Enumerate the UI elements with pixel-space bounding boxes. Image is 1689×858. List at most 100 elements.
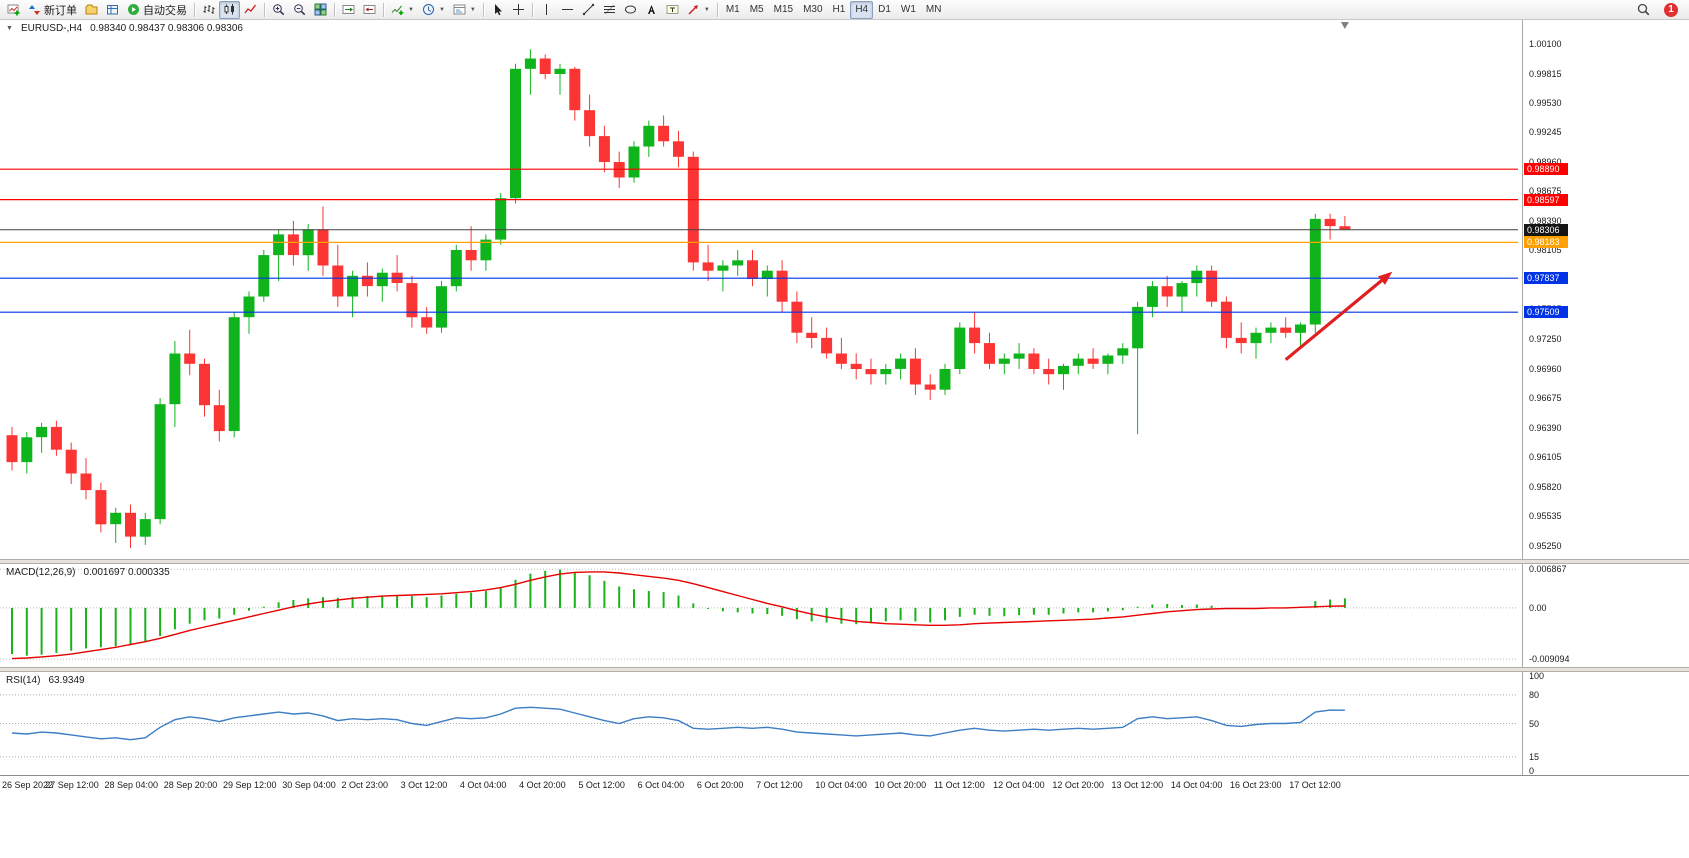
rsi-tick-label: 15 [1529,751,1540,762]
price-tick-label: 1.00100 [1529,39,1562,49]
price-tick-label: 0.96105 [1529,452,1562,463]
timeframe-m1-button[interactable]: M1 [725,4,740,15]
panel-splitter[interactable] [0,667,1689,672]
chevron-down-icon: ▼ [469,6,476,13]
price-chart-panel: 1.00100 0.99815 0.99530 0.99245 0.98960 0.986… [0,20,1689,559]
price-tick-label: 0.96960 [1529,363,1562,374]
time-tick-label: 10 Oct 04:00 [815,780,867,790]
line-chart-button[interactable] [240,1,261,19]
symbol-label: EURUSD-,H4 [20,23,83,34]
fibonacci-button[interactable] [599,1,620,19]
periods-button[interactable]: ▼ [418,1,449,19]
time-tick-label: 6 Oct 20:00 [696,780,744,790]
arrows-button[interactable]: ▼ [683,1,714,19]
rsi-label: RSI(14) [6,675,41,686]
data-window-icon [106,3,119,16]
time-tick-label: 12 Oct 20:00 [1052,780,1104,790]
price-level-badge: 0.98890 [1524,163,1568,176]
price-axis[interactable]: 1.00100 0.99815 0.99530 0.99245 0.98960 0.986… [1522,20,1617,559]
candle-chart-button[interactable] [219,0,240,19]
horizontal-line-icon [561,3,574,16]
time-tick-label: 12 Oct 04:00 [993,780,1045,790]
new-chart-button[interactable] [3,1,24,19]
time-tick-label: 6 Oct 04:00 [637,780,685,790]
time-tick-label: 29 Sep 12:00 [222,780,277,790]
time-tick-label: 16 Oct 23:00 [1230,780,1282,790]
zoom-in-button[interactable] [268,1,289,19]
timeframe-h4-button[interactable]: H4 [850,0,874,19]
shapes-icon [624,3,637,16]
price-tick-label: 0.99530 [1529,98,1562,108]
autotrading-button[interactable]: 自动交易 [123,1,191,19]
search-button[interactable] [1633,1,1654,19]
zoom-out-button[interactable] [289,1,310,19]
macd-canvas[interactable] [0,564,1518,672]
timeframe-h1-button[interactable]: H1 [832,4,846,15]
price-level-badge: 0.97837 [1524,272,1568,285]
price-tick-label: 0.99245 [1529,127,1562,138]
chevron-down-icon: ▼ [408,6,414,13]
indicators-button[interactable]: ▼ [387,1,418,19]
notification-badge[interactable]: 1 [1664,2,1678,17]
bar-chart-button[interactable] [198,1,219,19]
macd-values: 0.001697 0.000335 [83,567,170,578]
time-tick-label: 13 Oct 12:00 [1111,780,1164,790]
toolbar-separator [383,2,384,17]
toolbar-separator [482,2,484,17]
chart-shift-button[interactable] [359,1,380,19]
text-label-icon [666,3,679,16]
macd-tick-label: -0.009094 [1529,654,1570,665]
time-tick-label: 30 Sep 04:00 [282,780,336,790]
time-tick-label: 2 Oct 23:00 [341,780,388,790]
price-chart-canvas[interactable] [0,20,1518,564]
time-axis[interactable]: 26 Sep 2022 27 Sep 12:00 28 Sep 04:00 28 Se… [0,775,1689,797]
time-tick-label: 28 Sep 04:00 [104,780,159,790]
zoom-in-icon [272,3,285,16]
data-window-button[interactable] [102,1,123,19]
tile-windows-button[interactable] [310,1,331,19]
templates-icon [453,3,466,16]
price-tick-label: 0.98675 [1529,186,1562,197]
rsi-value: 63.9349 [48,675,85,686]
shapes-button[interactable] [620,1,641,19]
time-tick-label: 11 Oct 12:00 [933,780,985,790]
timeframe-m30-button[interactable]: M30 [803,4,823,15]
macd-axis[interactable]: 0.006867 0.00 -0.009094 [1522,564,1617,667]
new-order-button-label: 新订单 [44,4,77,17]
rsi-axis[interactable]: 100 80 50 15 0 [1522,670,1617,776]
tile-icon [314,3,327,16]
crosshair-button[interactable] [508,1,529,19]
one-click-trading-toggle[interactable]: ▼ [6,25,13,32]
bars-icon [202,3,215,16]
templates-button[interactable]: ▼ [449,1,480,19]
auto-scroll-button[interactable] [338,1,359,19]
rsi-canvas[interactable] [0,672,1518,780]
timeframe-d1-button[interactable]: D1 [878,4,891,15]
timeframe-mn-button[interactable]: MN [925,4,942,15]
cursor-button[interactable] [487,1,508,19]
profiles-button[interactable] [81,1,102,19]
vertical-line-button[interactable] [536,1,557,19]
price-tick-label: 0.98960 [1529,156,1562,167]
panel-splitter[interactable] [0,559,1689,564]
horizontal-line-button[interactable] [557,1,578,19]
toolbar: 新订单 自动交易 ▼ ▼ ▼ ▼ M1 M5 M15 M30 H1 H4 D1 W1 MN 1 [0,0,1689,20]
rsi-tick-label: 50 [1529,718,1540,729]
timeframe-m5-button[interactable]: M5 [749,4,764,15]
toolbar-separator [194,2,195,17]
price-tick-label: 0.95250 [1529,540,1562,551]
timeframe-w1-button[interactable]: W1 [900,4,916,15]
chart-shift-icon [363,3,376,16]
rsi-tick-label: 100 [1529,670,1545,681]
new-order-button[interactable]: 新订单 [24,1,81,19]
play-icon [127,3,140,16]
timeframe-m15-button[interactable]: M15 [773,4,794,15]
text-label-button[interactable] [662,1,683,19]
trendline-button[interactable] [578,1,599,19]
time-tick-label: 27 Sep 12:00 [45,780,99,790]
text-button[interactable] [641,1,662,19]
autotrading-button-label: 自动交易 [143,4,187,17]
time-tick-label: 26 Sep 2022 [2,780,54,790]
price-level-badge: 0.98183 [1524,236,1568,249]
